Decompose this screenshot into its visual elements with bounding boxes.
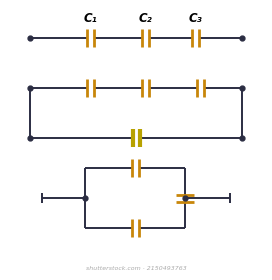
Text: shutterstock.com · 2150493763: shutterstock.com · 2150493763 [86,265,186,270]
Text: C₂: C₂ [138,11,152,25]
Text: C₁: C₁ [83,11,97,25]
Text: C₃: C₃ [188,11,202,25]
